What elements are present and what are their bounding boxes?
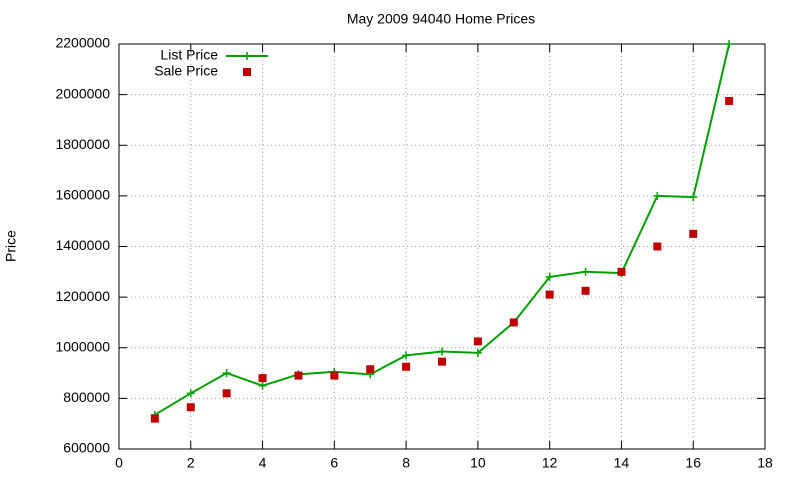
point xyxy=(222,389,231,398)
point xyxy=(258,381,267,390)
point xyxy=(473,348,482,357)
x-tick-label: 4 xyxy=(259,455,267,471)
x-tick-label: 18 xyxy=(757,455,773,471)
y-tick-label: 600000 xyxy=(63,440,110,456)
point xyxy=(473,337,482,346)
point xyxy=(438,357,446,366)
legend-label: Sale Price xyxy=(154,63,218,79)
point xyxy=(402,362,411,371)
x-tick-label: 2 xyxy=(187,455,195,471)
point xyxy=(689,193,698,202)
point xyxy=(438,347,446,356)
point xyxy=(725,96,734,105)
y-tick-label: 1800000 xyxy=(55,136,110,152)
x-tick-label: 8 xyxy=(402,455,410,471)
point xyxy=(402,351,411,360)
legend-label: List Price xyxy=(160,47,218,63)
y-tick-label: 2000000 xyxy=(55,85,110,101)
x-tick-label: 0 xyxy=(115,455,123,471)
point xyxy=(186,403,195,412)
point xyxy=(545,290,554,299)
x-tick-label: 12 xyxy=(542,455,558,471)
chart-title: May 2009 94040 Home Prices xyxy=(347,11,535,27)
point xyxy=(258,374,267,383)
point xyxy=(689,229,698,238)
x-tick-label: 6 xyxy=(330,455,338,471)
y-tick-label: 1200000 xyxy=(55,288,110,304)
x-tick-label: 10 xyxy=(470,455,486,471)
point xyxy=(545,272,554,281)
point xyxy=(222,369,231,378)
plot-frame xyxy=(118,43,766,450)
y-tick-label: 1000000 xyxy=(55,338,110,354)
point xyxy=(653,191,662,200)
x-tick-label: 14 xyxy=(614,455,630,471)
legend-marker xyxy=(243,52,251,60)
y-axis-label: Price xyxy=(3,230,19,262)
point xyxy=(294,371,303,380)
point xyxy=(509,318,518,327)
point xyxy=(186,389,195,398)
point xyxy=(581,286,590,295)
point xyxy=(653,242,662,251)
point xyxy=(150,414,159,423)
point xyxy=(366,365,375,374)
y-tick-label: 1600000 xyxy=(55,187,110,203)
point xyxy=(581,267,590,276)
point xyxy=(725,40,734,48)
y-tick-label: 1400000 xyxy=(55,237,110,253)
point xyxy=(617,267,626,276)
legend-marker xyxy=(243,68,251,76)
y-tick-label: 2200000 xyxy=(55,35,110,51)
y-tick-label: 800000 xyxy=(63,389,110,405)
x-tick-label: 16 xyxy=(685,455,701,471)
point xyxy=(330,371,339,380)
